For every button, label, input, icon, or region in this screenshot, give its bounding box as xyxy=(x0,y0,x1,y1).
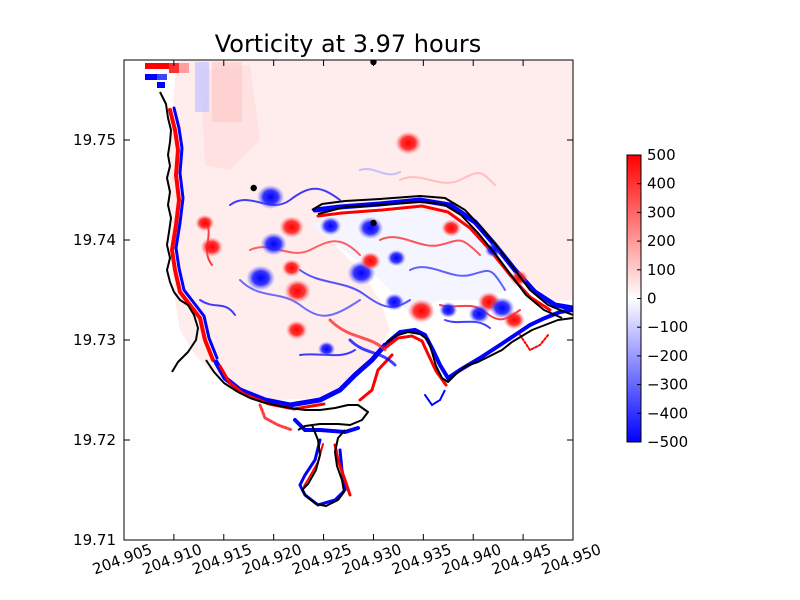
colorbar-tick-label-9: −400 xyxy=(647,404,688,422)
y-tick-label-1: 19.72 xyxy=(73,431,116,449)
eddy-6 xyxy=(281,259,302,277)
grid-cell-artifact xyxy=(145,63,157,69)
eddy-11 xyxy=(386,249,406,267)
grid-cell-artifact xyxy=(195,62,209,112)
colorbar-tick-label-5: 0 xyxy=(647,290,657,308)
colorbar-tick-label-6: −100 xyxy=(647,318,688,336)
grid-cell-artifact xyxy=(157,74,167,80)
plot-frame xyxy=(123,59,574,541)
colorbar-tick-label-0: 500 xyxy=(647,146,676,164)
eddy-20 xyxy=(441,219,462,237)
eddy-13 xyxy=(407,299,436,323)
grid-cell-artifact xyxy=(157,82,165,88)
eddy-16 xyxy=(468,304,491,324)
eddy-14 xyxy=(384,293,405,311)
grid-cell-artifact xyxy=(212,62,242,122)
coastline-west xyxy=(159,91,199,373)
y-tick-label-0: 19.71 xyxy=(73,531,116,549)
eddy-18 xyxy=(439,302,458,318)
y-tick-label-3: 19.74 xyxy=(73,231,116,249)
eddy-1 xyxy=(256,184,285,210)
coastline-breakwater xyxy=(311,195,573,316)
eddy-4 xyxy=(200,237,224,257)
colorbar-tick-label-10: −500 xyxy=(647,433,688,451)
eddy-3 xyxy=(260,232,287,256)
eddy-2 xyxy=(279,216,305,238)
coastline-inlet xyxy=(301,424,346,507)
marker-layer xyxy=(250,60,377,227)
grid-cell-artifact xyxy=(157,63,169,69)
colorbar-tick-label-2: 300 xyxy=(647,203,676,221)
chart-title: Vorticity at 3.97 hours xyxy=(215,30,482,58)
eddy-10 xyxy=(360,251,381,271)
colorbar-tick-label-4: 100 xyxy=(647,261,676,279)
coastline-breakwater-inner xyxy=(317,201,563,319)
grid-cell-artifact xyxy=(179,63,189,73)
coastline-south xyxy=(205,359,369,431)
colorbar-tick-label-8: −300 xyxy=(647,376,688,394)
eddy-23 xyxy=(317,341,336,357)
eddy-19 xyxy=(489,297,515,319)
colorbar: 500 400 300 200 100 0 −100 −200 −300 −400 −500 xyxy=(626,146,688,451)
y-tick-label-4: 19.75 xyxy=(73,131,116,149)
colorbar-tick-label-7: −200 xyxy=(647,347,688,365)
coastline xyxy=(159,91,573,507)
marker-point-1 xyxy=(250,184,257,192)
eddy-5 xyxy=(319,216,342,236)
colorbar-tick-label-3: 200 xyxy=(647,232,676,250)
marker-point-2 xyxy=(370,219,377,227)
eddy-22 xyxy=(195,214,215,232)
eddy-layer xyxy=(195,131,528,357)
y-tick-label-2: 19.73 xyxy=(73,331,116,349)
grid-cell-artifact xyxy=(169,63,179,73)
colorbar-tick-label-1: 400 xyxy=(647,175,676,193)
y-axis: 19.71 19.72 19.73 19.74 19.75 xyxy=(73,131,573,549)
bay-background-wash xyxy=(168,60,573,400)
eddy-12 xyxy=(357,216,384,240)
eddy-21 xyxy=(285,320,308,340)
eddy-0 xyxy=(395,131,422,155)
colorbar-ticks: 500 400 300 200 100 0 −100 −200 −300 −400 −500 xyxy=(637,146,688,451)
grid-cell-artifact xyxy=(145,74,157,80)
eddy-9 xyxy=(284,279,311,303)
plot-area xyxy=(124,60,573,540)
eddy-7 xyxy=(246,265,276,291)
coastline-east-cape xyxy=(384,317,573,383)
